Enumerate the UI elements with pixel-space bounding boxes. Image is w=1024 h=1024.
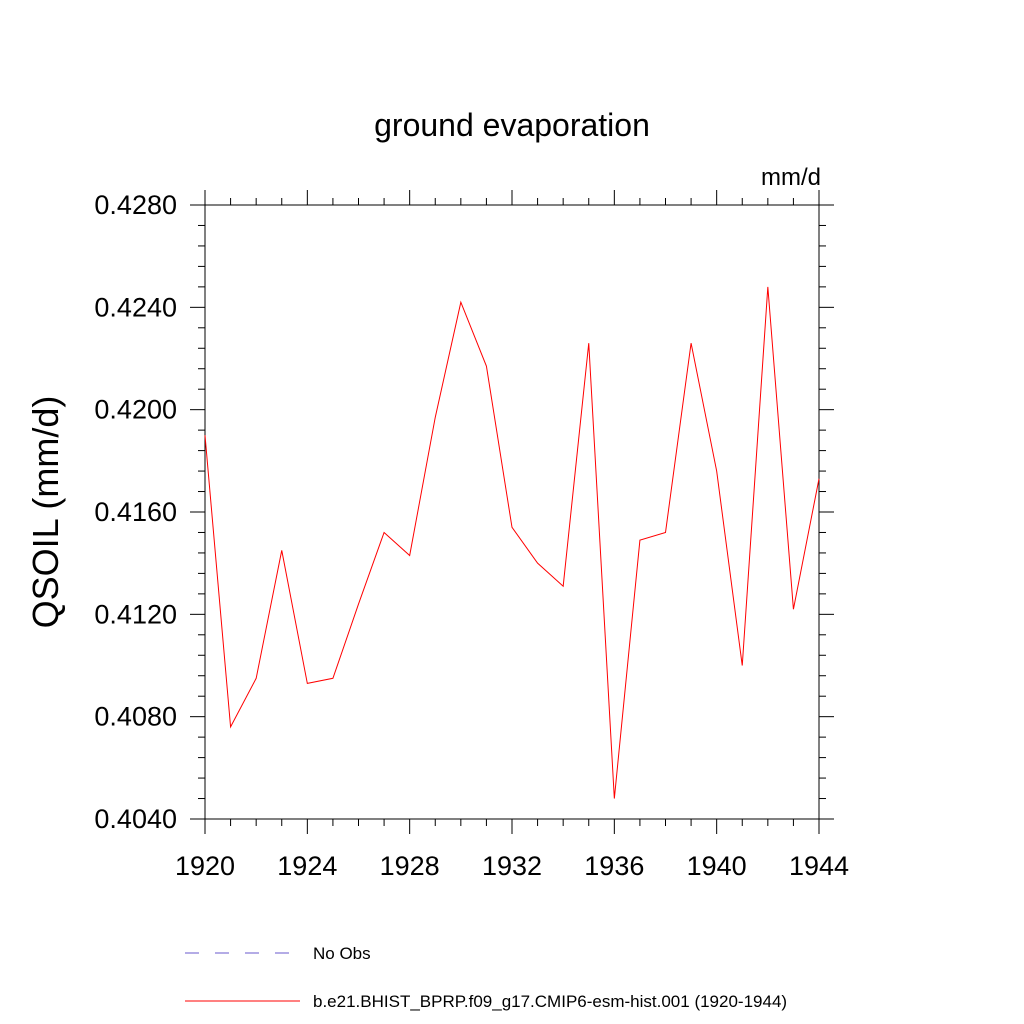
x-tick-label: 1940 <box>687 851 747 881</box>
x-tick-label: 1944 <box>789 851 849 881</box>
y-tick-label: 0.4120 <box>94 599 177 629</box>
legend: No Obs b.e21.BHIST_BPRP.f09_g17.CMIP6-es… <box>185 944 787 1011</box>
x-tick-label: 1920 <box>175 851 235 881</box>
y-tick-label: 0.4160 <box>94 497 177 527</box>
series-layer <box>204 286 820 799</box>
legend-label-model: b.e21.BHIST_BPRP.f09_g17.CMIP6-esm-hist.… <box>313 992 787 1011</box>
y-tick-label: 0.4200 <box>94 395 177 425</box>
x-tick-label: 1928 <box>380 851 440 881</box>
y-axis-label: QSOIL (mm/d) <box>25 396 66 629</box>
plot-frame <box>204 204 820 820</box>
x-tick-label: 1924 <box>277 851 337 881</box>
chart-title: ground evaporation <box>374 107 650 143</box>
x-tick-label: 1936 <box>584 851 644 881</box>
y-tick-label: 0.4080 <box>94 702 177 732</box>
y-tick-label: 0.4040 <box>94 804 177 834</box>
axis-tick-labels: 1920 1924 1928 1932 1936 1940 1944 0.4040 0.4080… <box>94 190 849 881</box>
units-label: mm/d <box>761 164 821 191</box>
legend-label-no-obs: No Obs <box>313 944 371 963</box>
series-line <box>204 286 820 799</box>
x-tick-label: 1932 <box>482 851 542 881</box>
y-tick-label: 0.4240 <box>94 292 177 322</box>
axis-ticks <box>190 190 834 834</box>
y-tick-label: 0.4280 <box>94 190 177 220</box>
